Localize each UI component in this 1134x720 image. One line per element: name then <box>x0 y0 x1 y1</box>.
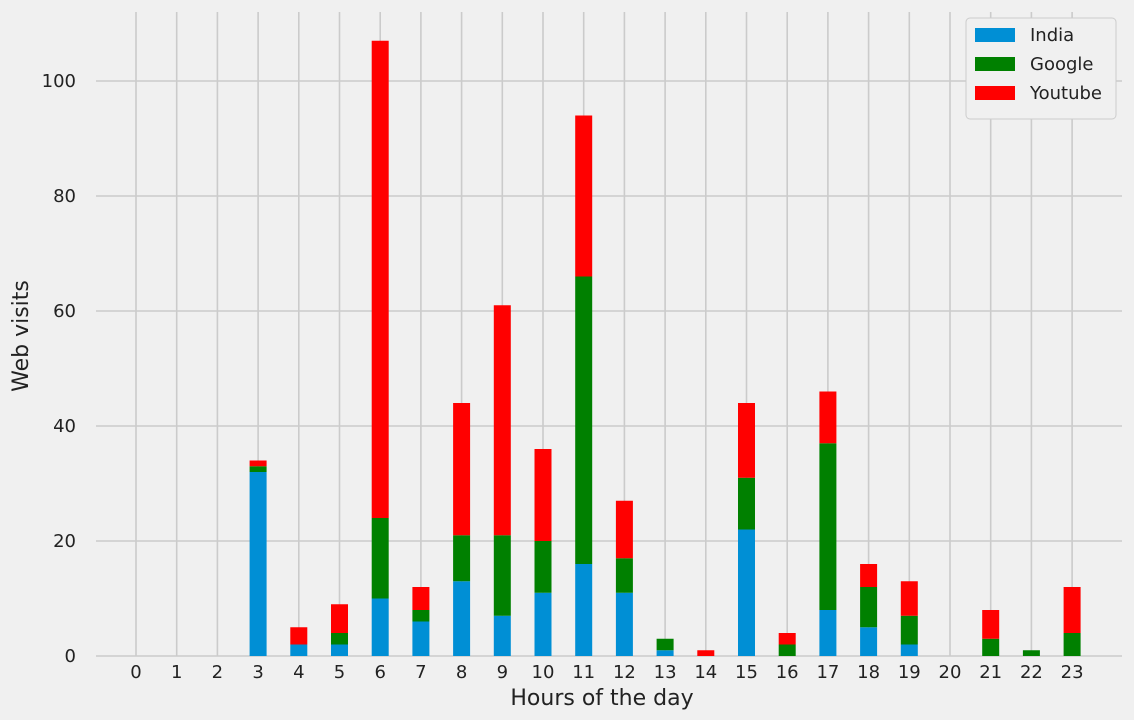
bar-india-4 <box>290 644 308 656</box>
bar-youtube-14 <box>697 650 715 656</box>
bar-india-19 <box>900 644 918 656</box>
bar-youtube-9 <box>493 305 511 536</box>
x-tick-label: 15 <box>735 662 758 683</box>
bar-google-23 <box>1063 633 1081 656</box>
bar-youtube-17 <box>819 391 837 444</box>
bar-india-9 <box>493 615 511 656</box>
bar-india-6 <box>371 598 389 656</box>
bar-india-5 <box>331 644 348 656</box>
legend-swatch-google <box>975 57 1015 71</box>
bar-youtube-4 <box>290 627 308 645</box>
bar-google-15 <box>738 477 755 530</box>
bar-google-10 <box>534 541 552 593</box>
x-tick-label: 16 <box>776 662 799 683</box>
x-tick-label: 4 <box>293 662 304 683</box>
legend-swatch-india <box>975 28 1015 42</box>
bar-youtube-19 <box>900 581 918 616</box>
x-tick-label: 9 <box>497 662 508 683</box>
x-tick-label: 10 <box>532 662 555 683</box>
legend-swatch-youtube <box>975 86 1015 100</box>
y-axis-ticks: 0 20 40 60 80 100 <box>42 71 76 667</box>
x-tick-label: 0 <box>130 662 141 683</box>
bar-google-9 <box>493 535 511 616</box>
bar-youtube-12 <box>615 500 633 559</box>
bar-india-15 <box>738 529 755 656</box>
x-tick-label: 8 <box>456 662 467 683</box>
y-tick-label: 40 <box>53 416 76 437</box>
x-tick-label: 3 <box>252 662 263 683</box>
bar-youtube-5 <box>331 604 348 633</box>
bar-google-12 <box>615 558 633 593</box>
bar-google-16 <box>778 644 796 656</box>
y-tick-label: 0 <box>65 646 76 667</box>
bar-google-19 <box>900 615 918 645</box>
legend-label-google: Google <box>1030 54 1093 75</box>
x-tick-label: 7 <box>415 662 426 683</box>
bar-google-17 <box>819 443 837 610</box>
bar-youtube-16 <box>778 633 796 645</box>
bar-google-21 <box>982 638 1000 656</box>
x-tick-label: 13 <box>654 662 677 683</box>
x-tick-label: 21 <box>979 662 1002 683</box>
bar-youtube-10 <box>534 449 552 541</box>
x-tick-label: 14 <box>694 662 717 683</box>
bar-youtube-8 <box>453 403 471 536</box>
bars <box>249 40 1081 656</box>
bar-google-5 <box>331 633 348 645</box>
bar-youtube-7 <box>412 587 430 610</box>
x-axis-ticks: 0 1 2 3 4 5 6 7 8 9 10 11 12 13 14 15 16 17 18 19 20 21 22 23 <box>130 662 1083 683</box>
bar-india-11 <box>575 564 593 656</box>
bar-youtube-23 <box>1063 587 1081 633</box>
bar-google-3 <box>249 466 267 472</box>
bar-google-11 <box>575 276 593 564</box>
bar-youtube-18 <box>860 564 878 587</box>
y-tick-label: 100 <box>42 71 76 92</box>
bar-google-22 <box>1022 650 1040 656</box>
bar-google-18 <box>860 587 878 628</box>
bar-india-12 <box>615 592 633 656</box>
legend-label-youtube: Youtube <box>1029 83 1102 104</box>
bar-india-10 <box>534 592 552 656</box>
bar-youtube-21 <box>982 610 1000 639</box>
legend-label-india: India <box>1030 25 1074 46</box>
x-tick-label: 18 <box>857 662 880 683</box>
y-tick-label: 60 <box>53 301 76 322</box>
bar-youtube-3 <box>249 460 267 467</box>
x-tick-label: 5 <box>334 662 345 683</box>
x-axis-label: Hours of the day <box>510 686 693 711</box>
x-tick-label: 2 <box>212 662 223 683</box>
x-tick-label: 17 <box>816 662 839 683</box>
x-tick-label: 12 <box>613 662 636 683</box>
bar-youtube-6 <box>371 40 389 518</box>
y-tick-label: 80 <box>53 186 76 207</box>
legend: India Google Youtube <box>965 17 1117 120</box>
bar-youtube-11 <box>575 115 593 277</box>
x-tick-label: 23 <box>1061 662 1084 683</box>
bar-google-13 <box>656 638 674 651</box>
bar-india-7 <box>412 621 430 656</box>
x-tick-label: 19 <box>898 662 921 683</box>
bar-google-8 <box>453 535 471 582</box>
x-tick-label: 22 <box>1020 662 1043 683</box>
bar-google-7 <box>412 610 430 622</box>
x-tick-label: 20 <box>939 662 962 683</box>
x-tick-label: 6 <box>374 662 385 683</box>
bar-india-13 <box>656 650 674 656</box>
x-tick-label: 11 <box>572 662 595 683</box>
bar-google-6 <box>371 518 389 599</box>
x-tick-label: 1 <box>171 662 182 683</box>
bar-india-3 <box>249 472 267 656</box>
bar-india-18 <box>860 627 878 656</box>
y-tick-label: 20 <box>53 531 76 552</box>
bar-india-8 <box>453 581 471 656</box>
bar-youtube-15 <box>738 403 755 478</box>
bar-india-17 <box>819 610 837 656</box>
y-axis-label: Web visits <box>9 280 34 392</box>
